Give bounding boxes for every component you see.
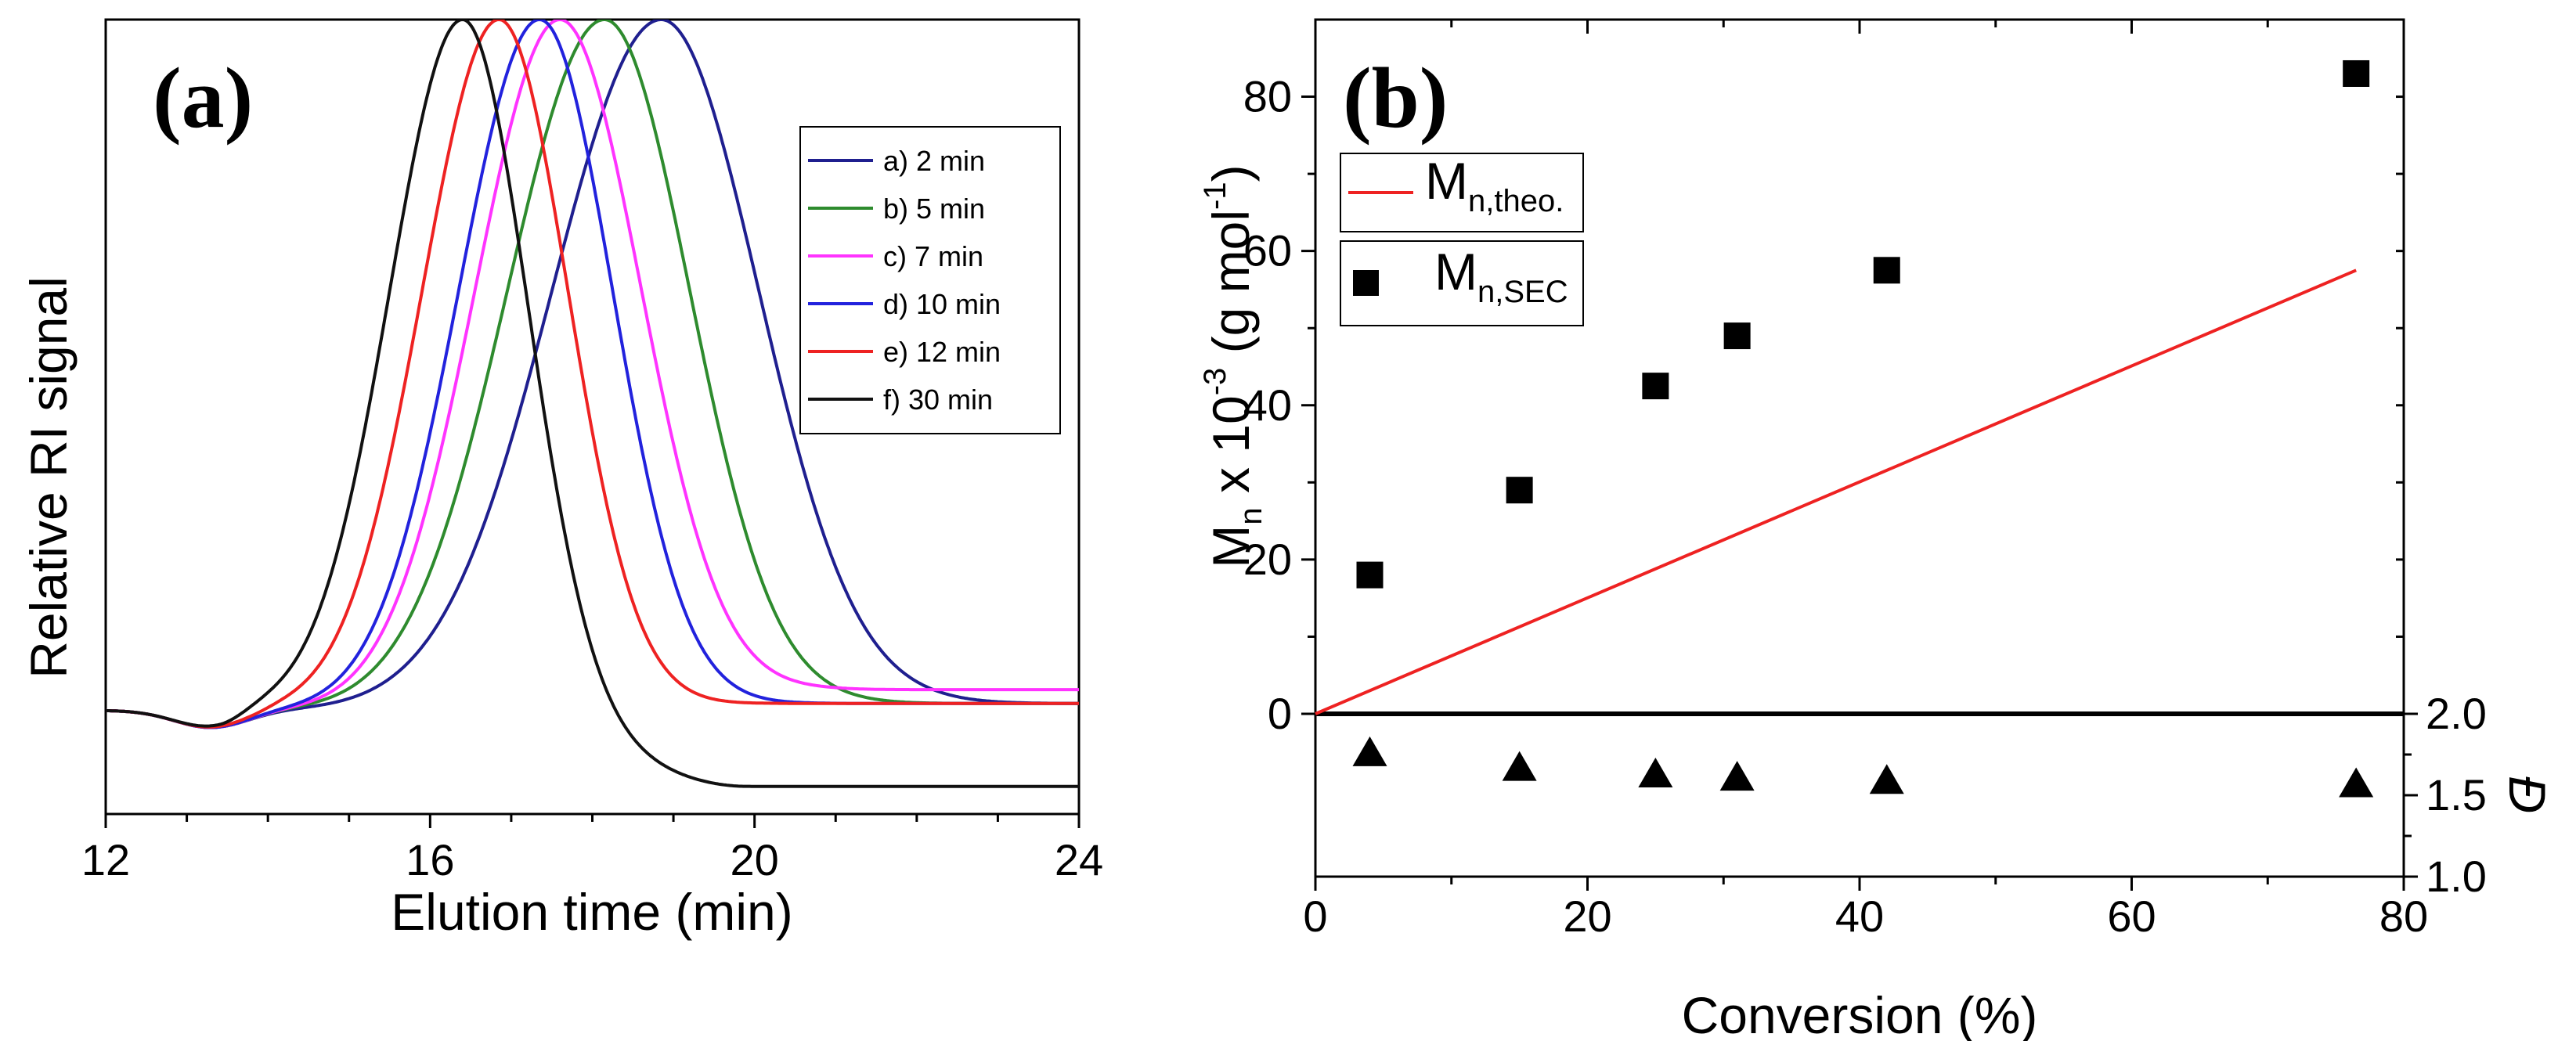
legend-sec-main: M [1434,243,1477,301]
y-label-part-exp: -3 [1198,368,1232,396]
panel-a-legend-entry: f) 30 min [883,384,993,416]
legend-theo-main: M [1425,152,1468,210]
mn-sec-point [1873,257,1900,284]
legend-sec-label: Mn,SEC [1434,243,1568,309]
panel-b-label: (b) [1343,50,1448,146]
panel-a-legend-box [799,126,1061,434]
panel-a-series-curve [106,20,1079,729]
mn-sec-point [1723,322,1751,350]
mn-sec-point [2343,59,2370,87]
panel-a-label: (a) [153,50,253,146]
legend-theo-sub: n,theo. [1468,184,1564,218]
panel-b-legend: Mn,theo. Mn,SEC [1340,152,1584,326]
panel-b-frame [1314,18,2405,878]
panel-a-x-tick-label: 20 [731,835,779,884]
legend-sec-box [1340,240,1584,326]
panel-b-plot [1315,59,2374,798]
dispersity-point [1352,736,1387,766]
panel-b-y-tick-label: 20 [1243,535,1292,584]
panel-a-x-tick-label: 16 [406,835,454,884]
panel-a-x-axis-label: Elution time (min) [391,883,792,941]
panel-a-x-tick-label: 24 [1055,835,1103,884]
legend-sec-square-swatch [1353,270,1379,296]
panel-b-y2-axis-label: Đ [2498,776,2556,813]
panel-a-legend-entry: e) 12 min [883,336,1001,368]
panel-b-y-tick-label: 60 [1243,226,1292,276]
dispersity-point [1869,764,1904,794]
panel-b-y-axis-label: Mn x 10-3 (g mol-1) [1198,164,1268,567]
panel-b-x-tick-label: 80 [2379,892,2428,941]
y-label-part-close: ) [1202,164,1260,182]
panel-b-y-tick-label: 40 [1243,380,1292,430]
dispersity-point [2339,767,2374,798]
mn-sec-point [1642,373,1669,400]
dispersity-point [1719,761,1755,791]
panel-a-legend-entry: a) 2 min [883,145,985,177]
panel-b-y2-tick-label: 1.0 [2426,852,2487,901]
panel-a-legend-entry: d) 10 min [883,288,1001,320]
dispersity-point [1502,751,1537,781]
y-label-part-main: M [1202,525,1260,568]
panel-a: 12 16 20 24 (a) Elution time (min) Relative… [20,18,1103,941]
panel-b-x-tick-label: 0 [1303,892,1327,941]
panel-b-x-axis-label: Conversion (%) [1682,986,2038,1041]
panel-a-legend-entry: c) 7 min [883,240,983,272]
mn-theo-line [1315,268,2357,715]
mn-sec-point [1356,561,1384,589]
y-label-part-mult: x 10 [1202,395,1260,507]
panel-b-y2-tick-label: 1.5 [2426,770,2487,819]
panel-b-x-tick-label: 40 [1835,892,1884,941]
panel-a-x-tick-label: 12 [81,835,130,884]
panel-a-legend: a) 2 min b) 5 min c) 7 min d) 10 min e) 12 m… [799,126,1061,434]
y-label-part-unit-exp: -1 [1198,182,1232,210]
y-label-part-unit: (g mol [1202,210,1260,368]
panel-a-curves [106,20,1079,788]
mn-sec-point [1506,477,1533,504]
legend-sec-sub: n,SEC [1477,275,1568,309]
panel-a-series-curve [106,20,1079,788]
panel-a-legend-entry: b) 5 min [883,193,985,225]
legend-theo-label: Mn,theo. [1425,152,1564,218]
y-label-part-sub: n [1234,507,1268,524]
panel-b-y-tick-label: 80 [1243,72,1292,121]
panel-b-x-tick-label: 60 [2107,892,2156,941]
dispersity-point [1638,757,1673,787]
panel-b-y2-tick-label: 2.0 [2426,689,2487,738]
panel-a-y-axis-label: Relative RI signal [20,276,78,679]
panel-b-y-tick-label: 0 [1268,689,1292,738]
panel-b-x-tick-label: 20 [1563,892,1611,941]
panel-a-x-ticks: 12 16 20 24 [81,814,1103,884]
